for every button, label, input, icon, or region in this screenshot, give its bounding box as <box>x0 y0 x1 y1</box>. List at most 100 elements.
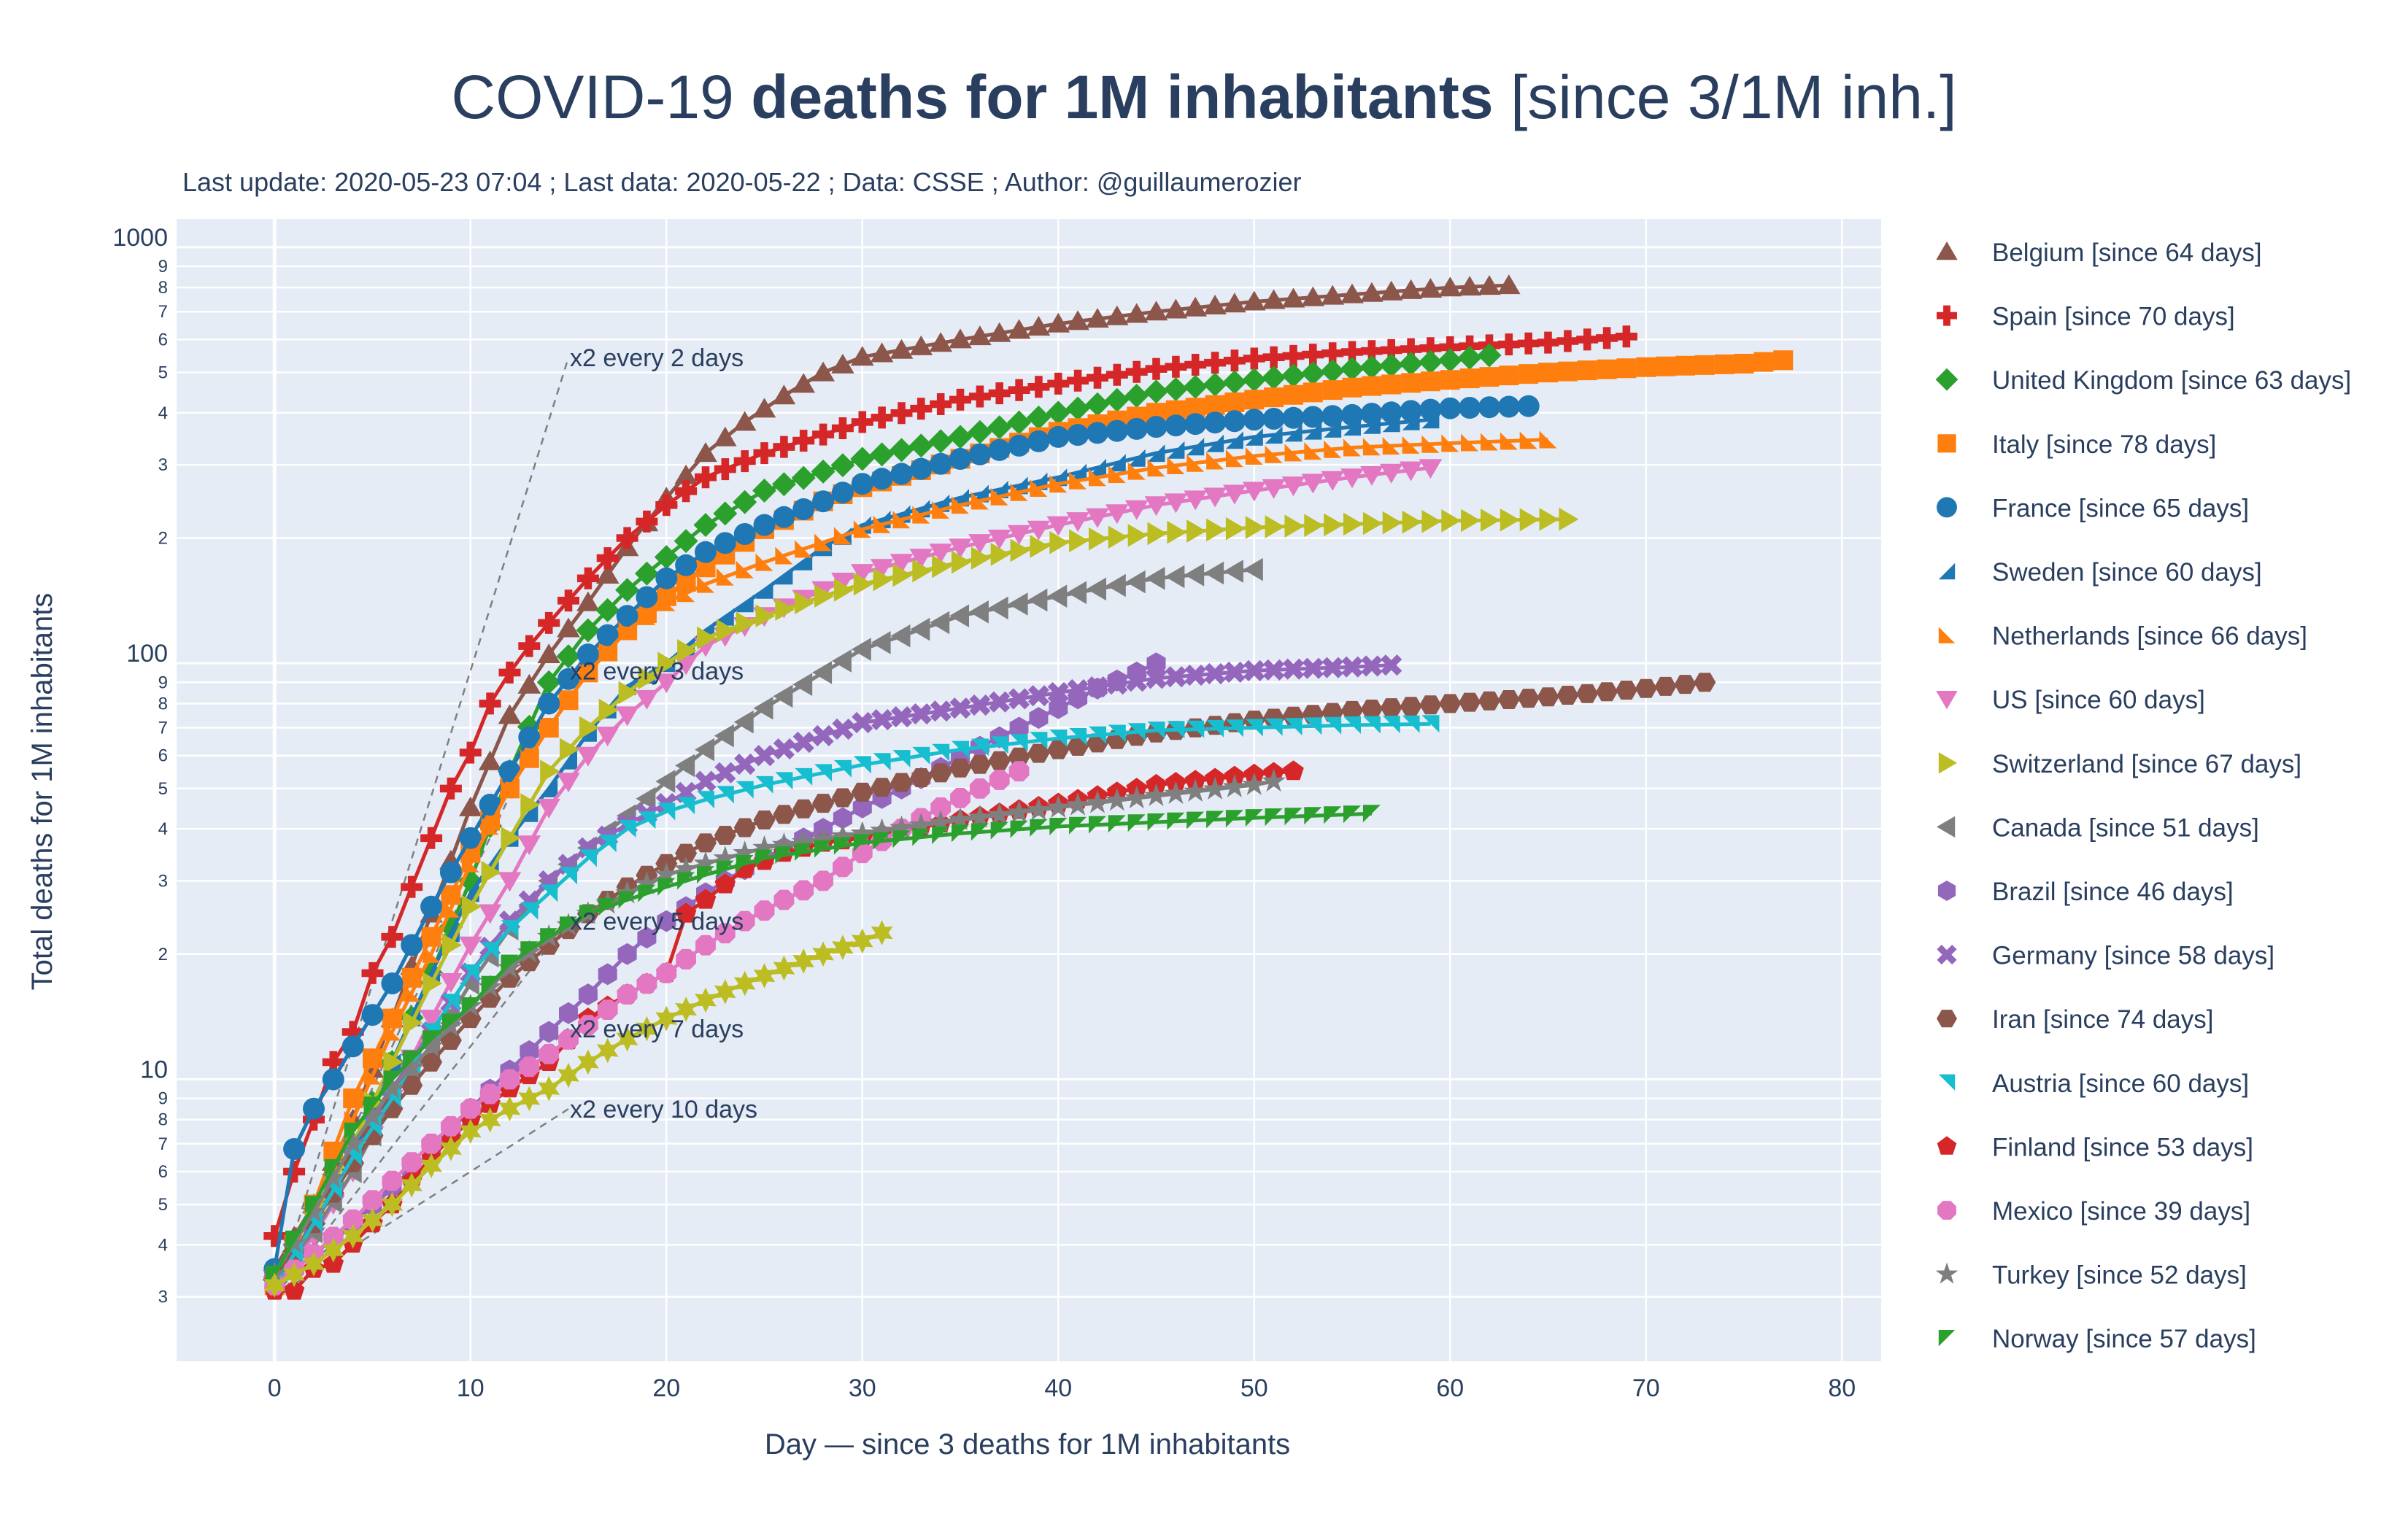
data-point <box>540 779 558 797</box>
data-point <box>1459 397 1481 419</box>
y-minor-tick-label: 5 <box>158 1195 168 1215</box>
data-point <box>1478 275 1501 295</box>
data-point <box>1362 438 1381 456</box>
data-point <box>382 1170 403 1191</box>
data-point <box>1127 449 1146 467</box>
legend-item[interactable]: United Kingdom [since 63 days] <box>1935 366 2352 395</box>
data-point <box>1108 454 1126 472</box>
data-point <box>636 586 658 608</box>
data-point <box>853 572 873 596</box>
data-point <box>1342 377 1362 398</box>
data-point <box>950 788 970 808</box>
data-point <box>481 975 499 994</box>
data-point <box>1461 433 1479 452</box>
y-minor-tick-label: 3 <box>158 1288 168 1307</box>
data-point <box>1027 316 1051 336</box>
legend-item[interactable]: France [since 65 days] <box>1937 494 2249 522</box>
data-point <box>677 797 695 815</box>
legend: Belgium [since 64 days] Spain [since 70 d… <box>1932 239 2352 1353</box>
data-point <box>1577 360 1597 381</box>
data-point <box>1265 426 1283 444</box>
legend-item[interactable]: Sweden [since 60 days] <box>1938 558 2262 587</box>
data-point <box>1517 689 1540 708</box>
data-point <box>1009 716 1029 739</box>
data-point <box>479 1083 501 1104</box>
legend-marker-icon <box>1937 434 1956 453</box>
legend-item[interactable]: Austria [since 60 days] <box>1938 1069 2249 1098</box>
data-point <box>1223 349 1246 372</box>
data-point <box>952 824 969 843</box>
data-point <box>403 1050 421 1068</box>
data-point <box>968 419 992 444</box>
data-point <box>1343 512 1363 536</box>
data-point <box>695 557 716 578</box>
data-point <box>1049 730 1068 748</box>
data-point <box>520 749 539 767</box>
legend-item[interactable]: Canada [since 51 days] <box>1937 813 2259 842</box>
series-austria <box>266 715 1440 1294</box>
data-point <box>1400 697 1422 716</box>
data-point <box>517 673 541 694</box>
data-point <box>1087 366 1108 389</box>
data-point <box>795 540 813 558</box>
data-point <box>1242 772 1267 795</box>
data-point <box>851 411 873 433</box>
data-point <box>1223 410 1246 433</box>
data-point <box>578 1015 598 1035</box>
data-point <box>932 743 950 762</box>
data-point <box>1029 707 1049 730</box>
data-point <box>1087 577 1106 601</box>
data-point <box>970 546 991 570</box>
data-point <box>403 984 421 1002</box>
x-tick-label: 50 <box>1240 1374 1268 1402</box>
data-point <box>1399 279 1423 299</box>
legend-item[interactable]: Netherlands [since 66 days] <box>1938 622 2307 651</box>
data-point <box>890 815 914 838</box>
data-point <box>1145 416 1168 438</box>
y-minor-tick-label: 9 <box>158 257 168 276</box>
data-point <box>420 827 443 849</box>
data-point <box>968 443 991 465</box>
data-point <box>853 756 871 774</box>
reference-label: x2 every 5 days <box>570 908 744 936</box>
legend-item[interactable]: Spain [since 70 days] <box>1937 303 2235 331</box>
legend-item[interactable]: Finland [since 53 days] <box>1937 1133 2253 1161</box>
data-point <box>1441 434 1459 452</box>
data-point <box>853 520 871 538</box>
data-point <box>1245 809 1263 827</box>
data-point <box>1557 361 1578 382</box>
data-point <box>1438 348 1462 373</box>
legend-item[interactable]: Iran [since 74 days] <box>1937 1005 2214 1034</box>
data-point <box>1302 657 1324 679</box>
legend-item[interactable]: Italy [since 78 days] <box>1937 430 2216 459</box>
data-point <box>518 1086 541 1112</box>
data-point <box>520 804 539 822</box>
legend-item[interactable]: Norway [since 57 days] <box>1938 1325 2256 1353</box>
data-point <box>1164 298 1188 319</box>
data-point <box>617 943 637 965</box>
legend-item[interactable]: Mexico [since 39 days] <box>1937 1197 2250 1226</box>
data-point <box>1537 687 1559 707</box>
data-point <box>1343 805 1361 824</box>
data-point <box>930 611 950 635</box>
data-point <box>1538 363 1558 383</box>
data-point <box>1206 719 1224 738</box>
legend-item[interactable]: Brazil [since 46 days] <box>1937 878 2234 906</box>
legend-marker-icon <box>1937 1136 1957 1155</box>
data-point <box>1046 794 1070 818</box>
data-point <box>812 661 833 684</box>
data-point <box>930 763 952 783</box>
legend-marker-icon <box>1938 1330 1956 1347</box>
data-point <box>1085 392 1110 417</box>
legend-item[interactable]: Germany [since 58 days] <box>1932 940 2274 970</box>
data-point <box>1324 440 1342 458</box>
data-point <box>1224 392 1245 412</box>
data-point <box>655 494 678 517</box>
legend-item[interactable]: Belgium [since 64 days] <box>1936 239 2262 267</box>
legend-item[interactable]: Turkey [since 52 days] <box>1935 1261 2247 1290</box>
legend-item[interactable]: Switzerland [since 67 days] <box>1938 750 2301 778</box>
legend-item[interactable]: US [since 60 days] <box>1936 686 2205 714</box>
data-point <box>380 1075 404 1099</box>
data-point <box>932 554 952 579</box>
data-point <box>1478 691 1500 711</box>
